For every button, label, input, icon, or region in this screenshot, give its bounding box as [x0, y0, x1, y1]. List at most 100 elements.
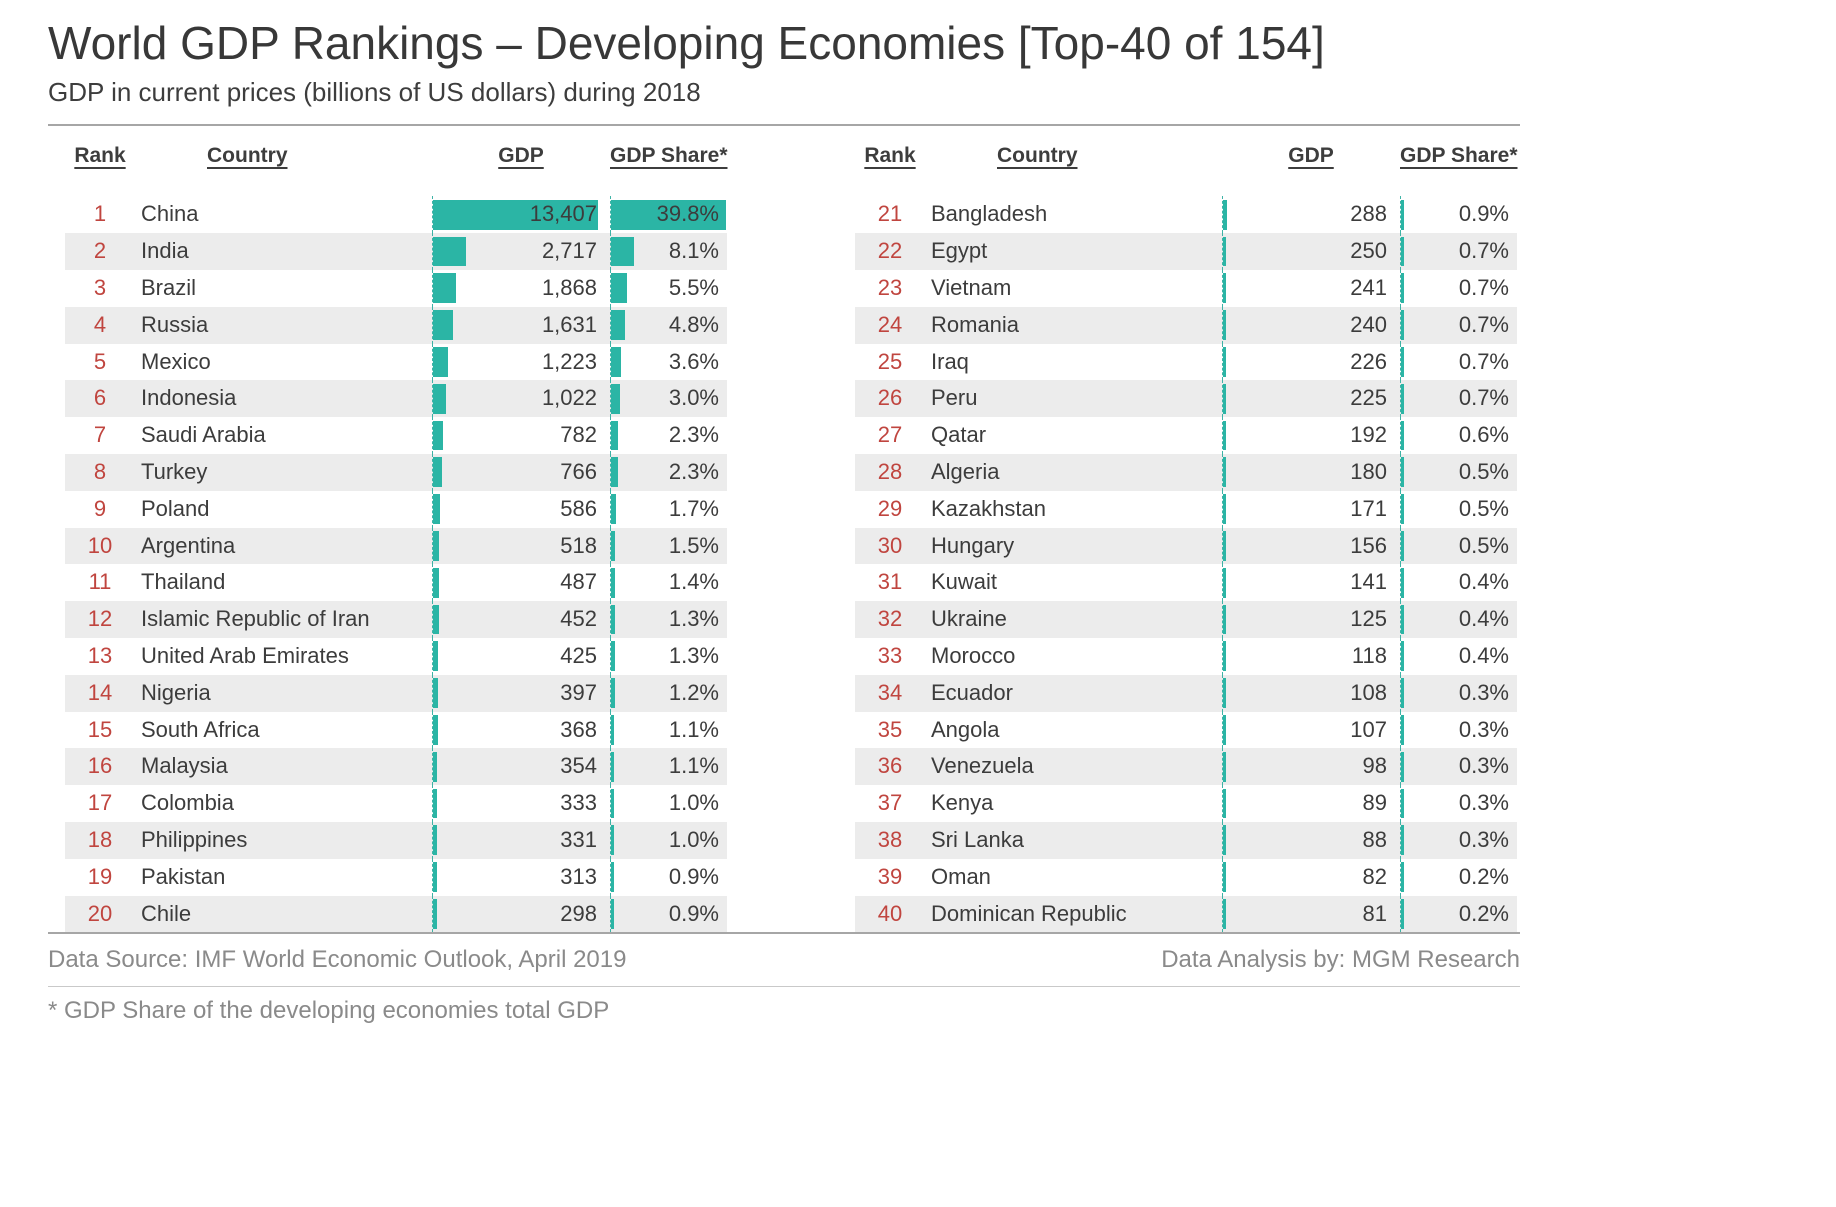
divider-footnote [48, 986, 1520, 988]
table-header-right: Rank Country GDP GDP Share* [855, 142, 1517, 170]
gdp-cell: 107 [1222, 711, 1400, 749]
gdp-bar [433, 457, 443, 488]
gdp-bar [1223, 273, 1226, 304]
share-cell: 0.6% [1400, 417, 1517, 454]
gdp-share-value: 2.3% [668, 458, 719, 484]
gdp-share-value: 1.4% [668, 569, 719, 595]
gdp-bar [1223, 604, 1226, 635]
data-source-text: Data Source: IMF World Economic Outlook,… [48, 946, 627, 974]
rank-cell: 27 [877, 422, 903, 448]
rank-cell: 40 [877, 900, 903, 926]
country-cell: Morocco [931, 642, 1016, 668]
rank-cell: 1 [93, 201, 107, 227]
gdp-value: 82 [1362, 863, 1387, 889]
share-cell: 0.2% [1400, 895, 1517, 933]
gdp-share-bar [611, 862, 614, 893]
gdp-value: 331 [560, 826, 597, 852]
gdp-share-bar [1401, 236, 1404, 267]
gdp-bar [1223, 457, 1226, 488]
country-cell: India [141, 238, 189, 264]
share-cell: 0.5% [1400, 527, 1517, 565]
table-row: 32 Ukraine 125 0.4% [855, 601, 1517, 638]
gdp-share-bar [611, 678, 615, 709]
gdp-share-value: 1.1% [668, 716, 719, 742]
gdp-bar [433, 751, 438, 782]
gdp-value: 368 [560, 716, 597, 742]
gdp-bar [433, 236, 467, 267]
country-cell: Peru [931, 385, 978, 411]
gdp-share-bar [611, 236, 635, 267]
gdp-share-bar [1401, 788, 1404, 819]
share-cell: 0.5% [1400, 490, 1517, 528]
table-row: 7 Saudi Arabia 782 2.3% [65, 417, 727, 454]
gdp-value: 1,631 [541, 311, 597, 337]
gdp-cell: 1,868 [432, 269, 610, 307]
gdp-share-value: 1.3% [668, 642, 719, 668]
table-row: 21 Bangladesh 288 0.9% [855, 196, 1517, 234]
table-row: 11 Thailand 487 1.4% [65, 564, 727, 602]
gdp-bar [1223, 199, 1227, 230]
rank-cell: 33 [877, 642, 903, 668]
table-row: 6 Indonesia 1,022 3.0% [65, 380, 727, 418]
gdp-cell: 13,407 [432, 196, 610, 234]
rank-cell: 5 [93, 348, 107, 374]
table-row: 14 Nigeria 397 1.2% [65, 674, 727, 712]
share-cell: 0.2% [1400, 858, 1517, 896]
gdp-cell: 333 [432, 785, 610, 822]
country-cell: Angola [931, 716, 1000, 742]
gdp-share-value: 0.3% [1458, 753, 1509, 779]
gdp-value: 226 [1350, 348, 1387, 374]
share-cell: 0.7% [1400, 380, 1517, 418]
gdp-value: 118 [1351, 642, 1387, 668]
table-row: 35 Angola 107 0.3% [855, 711, 1517, 749]
gdp-share-value: 0.3% [1458, 790, 1509, 816]
gdp-cell: 192 [1222, 417, 1400, 454]
gdp-bar [1223, 420, 1226, 451]
country-cell: Pakistan [141, 863, 226, 889]
gdp-share-value: 1.1% [668, 753, 719, 779]
country-cell: Philippines [141, 826, 248, 852]
gdp-share-value: 0.4% [1458, 606, 1509, 632]
gdp-share-bar [611, 494, 616, 525]
table-row: 37 Kenya 89 0.3% [855, 785, 1517, 822]
gdp-bar [1223, 531, 1226, 561]
rank-cell: 17 [87, 790, 113, 816]
gdp-share-value: 0.3% [1458, 716, 1509, 742]
gdp-share-bar [611, 715, 615, 745]
gdp-cell: 2,717 [432, 233, 610, 270]
gdp-share-bar [1401, 383, 1404, 414]
table-row: 15 South Africa 368 1.1% [65, 711, 727, 749]
gdp-cell: 226 [1222, 343, 1400, 381]
gdp-share-value: 2.3% [668, 422, 719, 448]
gdp-bar [1223, 899, 1226, 929]
gdp-cell: 240 [1222, 306, 1400, 344]
rank-cell: 14 [87, 679, 113, 705]
gdp-bar [433, 531, 440, 561]
column-header-country: Country [207, 144, 288, 168]
gdp-share-value: 0.4% [1458, 569, 1509, 595]
share-cell: 1.3% [610, 637, 727, 675]
gdp-cell: 397 [432, 674, 610, 712]
gdp-value: 586 [560, 495, 597, 521]
footnote: * GDP Share of the developing economies … [48, 997, 610, 1025]
rank-cell: 32 [877, 606, 903, 632]
gdp-share-bar [1401, 751, 1404, 782]
table-row: 29 Kazakhstan 171 0.5% [855, 490, 1517, 528]
gdp-bar [1223, 383, 1226, 414]
rank-cell: 23 [877, 274, 903, 300]
gdp-share-value: 0.9% [668, 863, 719, 889]
rank-cell: 8 [93, 458, 107, 484]
country-cell: Thailand [141, 569, 226, 595]
table-row: 26 Peru 225 0.7% [855, 380, 1517, 418]
gdp-cell: 108 [1222, 674, 1400, 712]
gdp-share-value: 4.8% [668, 311, 719, 337]
country-cell: United Arab Emirates [141, 642, 349, 668]
share-cell: 2.3% [610, 417, 727, 454]
gdp-cell: 156 [1222, 527, 1400, 565]
gdp-share-value: 0.2% [1458, 900, 1509, 926]
share-cell: 8.1% [610, 233, 727, 270]
table-row: 4 Russia 1,631 4.8% [65, 306, 727, 344]
gdp-value: 288 [1350, 201, 1387, 227]
share-cell: 1.4% [610, 564, 727, 602]
divider-footer [48, 932, 1520, 935]
